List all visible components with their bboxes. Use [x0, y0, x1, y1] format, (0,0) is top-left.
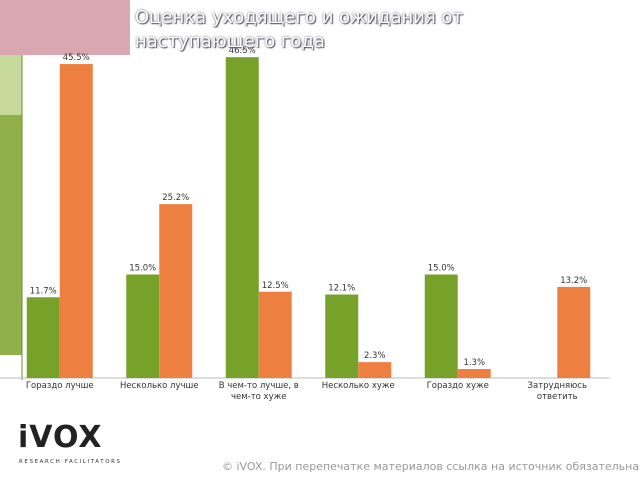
- value-label: 1.3%: [463, 358, 485, 368]
- bar: [225, 57, 259, 379]
- x-tick-label: Затрудняюсь ответить: [527, 381, 587, 402]
- value-label: 12.5%: [262, 281, 289, 291]
- value-label: 12.1%: [328, 284, 355, 294]
- side-panel: [0, 115, 22, 355]
- value-label: 13.2%: [560, 276, 587, 286]
- side-panel: [0, 55, 22, 115]
- value-label: 25.2%: [162, 193, 189, 203]
- bar: [457, 369, 491, 378]
- bar: [258, 291, 292, 378]
- value-label: 15.0%: [428, 264, 455, 274]
- bar: [358, 362, 392, 378]
- slide-title: Оценка уходящего и ожидания от наступающ…: [135, 7, 464, 52]
- x-tick-label: Несколько хуже: [321, 381, 395, 391]
- bar: [126, 274, 160, 378]
- x-tick-label: Гораздо хуже: [426, 381, 489, 391]
- value-label: 15.0%: [129, 264, 156, 274]
- value-label: 46.5%: [229, 46, 256, 56]
- bar: [424, 274, 458, 378]
- value-label: 11.7%: [30, 286, 57, 296]
- value-label: 45.5%: [63, 53, 90, 63]
- footer: © iVOX. При перепечатке материалов ссылк…: [222, 460, 640, 473]
- x-tick-label: В чем-то лучше, в чем-то хуже: [218, 381, 299, 402]
- bar: [557, 286, 591, 378]
- logo-tagline: RESEARCH FACILITATORS: [19, 459, 122, 465]
- logo: iVOX: [18, 420, 103, 455]
- bar: [159, 204, 193, 378]
- header-image: [0, 0, 130, 55]
- bar: [325, 294, 359, 378]
- bar: [26, 297, 60, 378]
- x-tick-label: Несколько лучше: [119, 381, 199, 391]
- bar: [59, 64, 93, 379]
- value-label: 2.3%: [364, 351, 386, 361]
- x-tick-label: Гораздо лучше: [25, 381, 94, 391]
